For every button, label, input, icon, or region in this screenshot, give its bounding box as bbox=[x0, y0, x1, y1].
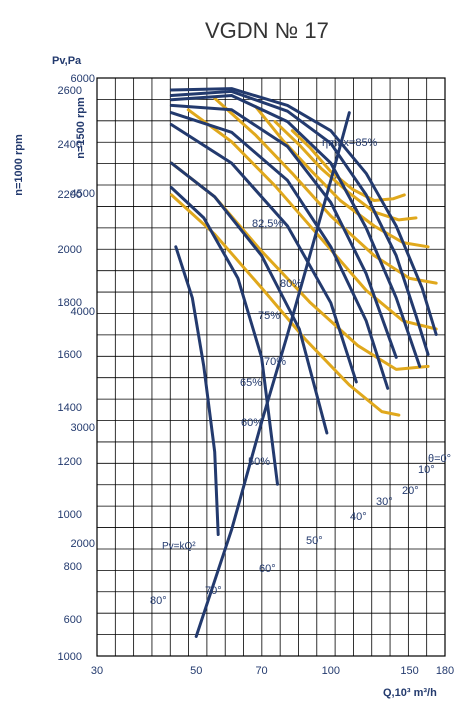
series-line-9 bbox=[194, 111, 351, 638]
rpm1500-tick-label: 6000 bbox=[71, 73, 95, 85]
efficiency-labels: ηmax=85% 82,5% 80% 75% 70% 65% 60% 50% bbox=[240, 137, 378, 468]
angle-label-30: 30° bbox=[376, 496, 393, 508]
series-line-0 bbox=[169, 87, 438, 336]
eff-label-85: ηmax=85% bbox=[322, 137, 378, 149]
series-line-1 bbox=[169, 89, 430, 356]
series-line-4 bbox=[169, 111, 390, 390]
rpm1000-ticks: 2600 2400 2200 2000 1800 1600 1400 1200 1000 800 6… bbox=[58, 85, 82, 663]
angle-label-20: 20° bbox=[402, 485, 419, 497]
efficiency-curve-1 bbox=[273, 120, 418, 222]
rpm1000-tick-label: 1600 bbox=[58, 349, 82, 361]
rpm1000-tick-label: 2000 bbox=[58, 244, 82, 256]
eff-label-80: 80% bbox=[280, 278, 302, 290]
angle-labels: θ=0° 10° 20° 30° 40° 50° 60° 70° 80° bbox=[150, 453, 451, 607]
rpm1000-tick-label: 2200 bbox=[58, 189, 82, 201]
eff-label-50: 50% bbox=[248, 456, 270, 468]
eff-label-82-5: 82,5% bbox=[252, 218, 283, 230]
rpm1000-tick-label: 600 bbox=[64, 614, 82, 626]
rpm1500-tick-label: 4500 bbox=[71, 188, 95, 200]
angle-label-50: 50° bbox=[306, 535, 323, 547]
series-line-3 bbox=[169, 103, 398, 359]
rpm1500-tick-label: 4000 bbox=[71, 306, 95, 318]
angle-label-40: 40° bbox=[350, 511, 367, 523]
rpm1000-tick-label: 2600 bbox=[58, 85, 82, 97]
x-tick-label: 30 bbox=[91, 665, 103, 677]
plot-frame bbox=[96, 77, 446, 657]
x-ticks: 30 50 70 100 150 180 bbox=[91, 665, 454, 677]
rpm1000-tick-label: 1000 bbox=[58, 509, 82, 521]
rpm1000-tick-label: 1800 bbox=[58, 297, 82, 309]
rpm1000-tick-label: 1000 bbox=[58, 651, 82, 663]
efficiency-curve-3 bbox=[213, 96, 438, 285]
angle-label-0: θ=0° bbox=[428, 453, 451, 465]
x-tick-label: 150 bbox=[400, 665, 418, 677]
x-tick-label: 70 bbox=[255, 665, 267, 677]
rpm1500-tick-label: 3000 bbox=[71, 422, 95, 434]
eff-label-60: 60% bbox=[241, 417, 263, 429]
rpm1000-axis-label: n=1000 rpm bbox=[13, 134, 25, 196]
angle-label-60: 60° bbox=[259, 563, 276, 575]
chart-title: VGDN № 17 bbox=[205, 18, 329, 43]
series-line-2 bbox=[169, 94, 422, 368]
series-line-5 bbox=[169, 123, 358, 384]
rpm1000-tick-label: 1200 bbox=[58, 456, 82, 468]
x-axis-title: Q,10³ m³/h bbox=[383, 687, 437, 699]
system-curve-label: Pv=kQ² bbox=[162, 541, 196, 552]
eff-label-70: 70% bbox=[264, 356, 286, 368]
angle-label-70: 70° bbox=[205, 585, 222, 597]
angle-label-10: 10° bbox=[418, 464, 435, 476]
angle-label-80: 80° bbox=[150, 595, 167, 607]
rpm1500-ticks: 6000 4500 4000 3000 2000 bbox=[71, 73, 95, 550]
rpm1500-axis-label: n=1500 rpm bbox=[75, 97, 87, 159]
x-tick-label: 100 bbox=[322, 665, 340, 677]
rpm1000-tick-label: 2400 bbox=[58, 139, 82, 151]
x-tick-label: 50 bbox=[190, 665, 202, 677]
y-axis-title: Pv,Pa bbox=[52, 55, 82, 67]
rpm1000-tick-label: 800 bbox=[64, 561, 82, 573]
x-tick-label: 180 bbox=[436, 665, 454, 677]
eff-label-65: 65% bbox=[240, 377, 262, 389]
series-line-6 bbox=[169, 161, 329, 435]
blade-angle-curves bbox=[169, 87, 438, 638]
rpm1000-tick-label: 1400 bbox=[58, 402, 82, 414]
efficiency-curve-0 bbox=[290, 129, 406, 202]
eff-label-75: 75% bbox=[258, 310, 280, 322]
series-line-8 bbox=[174, 245, 220, 536]
rpm1500-tick-label: 2000 bbox=[71, 538, 95, 550]
